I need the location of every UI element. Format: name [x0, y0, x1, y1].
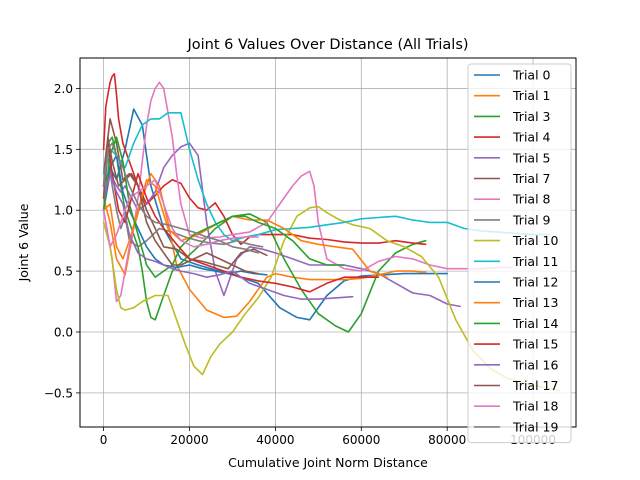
- legend-label: Trial 3: [512, 109, 550, 124]
- legend-label: Trial 18: [512, 399, 558, 414]
- legend-label: Trial 14: [512, 316, 558, 331]
- y-tick-label: 1.0: [54, 204, 73, 218]
- y-tick-label: −0.5: [44, 386, 73, 400]
- legend-label: Trial 19: [512, 419, 558, 434]
- series-line-trial-13: [102, 179, 388, 279]
- series-line-trial-10: [102, 205, 560, 392]
- legend-box: [467, 63, 572, 444]
- series-line-trial-11: [102, 112, 552, 242]
- x-tick-label: 20000: [170, 433, 208, 447]
- y-tick-label: 0.0: [54, 326, 73, 340]
- legend-label: Trial 16: [512, 357, 558, 372]
- series-line-trial-14: [102, 136, 345, 279]
- chart-title: Joint 6 Values Over Distance (All Trials…: [186, 37, 468, 53]
- legend-label: Trial 4: [512, 130, 551, 145]
- series-line-trial-18: [102, 179, 260, 248]
- y-tick-label: 0.5: [54, 265, 73, 279]
- legend-label: Trial 15: [512, 337, 558, 352]
- series-line-trial-17: [102, 136, 260, 275]
- series-lines: [102, 73, 560, 392]
- legend-label: Trial 12: [512, 275, 558, 290]
- x-tick-label: 80000: [428, 433, 466, 447]
- series-line-trial-8: [102, 81, 513, 303]
- x-tick-label: 60000: [342, 433, 380, 447]
- legend-label: Trial 17: [512, 378, 558, 393]
- legend-label: Trial 10: [512, 233, 558, 248]
- legend-label: Trial 8: [512, 192, 551, 207]
- legend-label: Trial 0: [512, 68, 551, 83]
- legend-label: Trial 1: [512, 88, 550, 103]
- y-axis-label: Joint 6 Value: [16, 203, 31, 282]
- x-axis-label: Cumulative Joint Norm Distance: [228, 455, 428, 470]
- legend-label: Trial 13: [512, 295, 558, 310]
- y-tick-label: 1.5: [54, 143, 73, 157]
- legend-label: Trial 9: [512, 212, 551, 227]
- x-tick-label: 40000: [256, 433, 294, 447]
- plot-frame: [79, 57, 577, 428]
- legend-label: Trial 5: [512, 150, 550, 165]
- legend: Trial 0 Trial 1 Trial 3 Trial 4 Trial 5 Trial…: [467, 63, 572, 444]
- series-line-trial-19: [102, 142, 260, 254]
- series-line-trial-7: [102, 118, 268, 270]
- series-line-trial-4: [102, 73, 427, 246]
- series-line-trial-16: [102, 172, 354, 300]
- y-tick-label: 2.0: [54, 82, 73, 96]
- x-tick-label: 0: [100, 433, 108, 447]
- legend-label: Trial 11: [512, 254, 558, 269]
- series-line-trial-1: [102, 172, 427, 319]
- legend-label: Trial 7: [512, 171, 550, 186]
